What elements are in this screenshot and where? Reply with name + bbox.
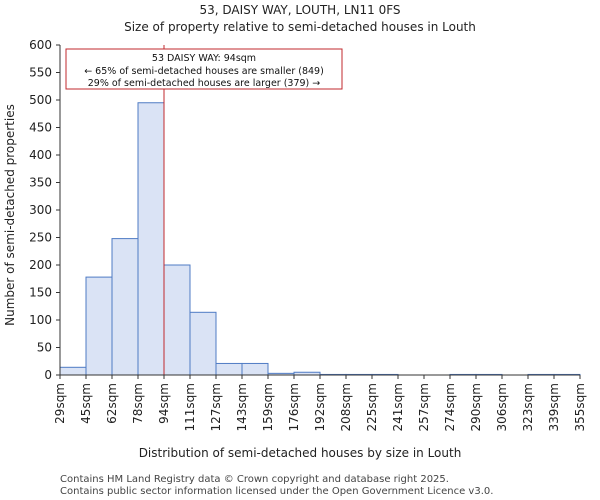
- x-tick-label: 257sqm: [417, 383, 431, 431]
- x-tick-label: 225sqm: [365, 383, 379, 431]
- x-tick-label: 127sqm: [209, 383, 223, 431]
- x-axis-label: Distribution of semi-detached houses by …: [139, 446, 462, 460]
- footer-line-2: Contains public sector information licen…: [60, 486, 493, 497]
- x-tick-label: 339sqm: [547, 383, 561, 431]
- y-tick-label: 450: [29, 121, 52, 135]
- y-tick-label: 50: [37, 341, 52, 355]
- chart-title: 53, DAISY WAY, LOUTH, LN11 0FS: [199, 3, 400, 17]
- x-tick-label: 94sqm: [157, 383, 171, 424]
- x-tick-label: 29sqm: [53, 383, 67, 424]
- y-tick-label: 400: [29, 148, 52, 162]
- bar-78sqm: [137, 102, 165, 376]
- bar-127sqm: [215, 362, 243, 376]
- x-tick-label: 78sqm: [131, 383, 145, 424]
- y-axis-ticks: 0 50 100 150 200 250 300 350 400 450 500 550 600: [29, 38, 60, 382]
- bar-45sqm: [85, 276, 113, 376]
- x-tick-label: 143sqm: [235, 383, 249, 431]
- x-tick-label: 111sqm: [183, 383, 197, 431]
- x-tick-label: 45sqm: [79, 383, 93, 424]
- x-tick-label: 62sqm: [105, 383, 119, 424]
- x-tick-label: 176sqm: [287, 383, 301, 431]
- bar-29sqm: [59, 366, 87, 376]
- x-tick-label: 159sqm: [261, 383, 275, 431]
- bars-group: [59, 102, 581, 376]
- annotation-line-2: ← 65% of semi-detached houses are smalle…: [84, 66, 324, 77]
- y-axis-label: Number of semi-detached properties: [3, 104, 17, 326]
- annotation-line-3: 29% of semi-detached houses are larger (…: [88, 78, 321, 89]
- annotation-box: [65, 48, 343, 90]
- x-tick-label: 323sqm: [521, 383, 535, 431]
- y-tick-label: 100: [29, 313, 52, 327]
- y-tick-label: 500: [29, 93, 52, 107]
- annotation-line-1: 53 DAISY WAY: 94sqm: [152, 53, 256, 64]
- x-tick-label: 241sqm: [391, 383, 405, 431]
- y-tick-label: 600: [29, 38, 52, 52]
- bar-143sqm: [241, 362, 269, 376]
- chart-subtitle: Size of property relative to semi-detach…: [124, 20, 476, 34]
- y-tick-label: 550: [29, 66, 52, 80]
- x-tick-label: 208sqm: [339, 383, 353, 431]
- x-tick-label: 355sqm: [573, 383, 587, 431]
- x-tick-label: 290sqm: [469, 383, 483, 431]
- y-tick-label: 250: [29, 231, 52, 245]
- x-axis-ticks: 29sqm 45sqm 62sqm 78sqm 94sqm 111sqm 127sqm 143…: [53, 375, 587, 431]
- y-tick-label: 150: [29, 286, 52, 300]
- x-tick-label: 274sqm: [443, 383, 457, 431]
- bar-111sqm: [189, 311, 217, 376]
- y-tick-label: 300: [29, 203, 52, 217]
- y-tick-label: 350: [29, 176, 52, 190]
- y-tick-label: 200: [29, 258, 52, 272]
- footer-line-1: Contains HM Land Registry data © Crown c…: [60, 474, 449, 485]
- bar-62sqm: [111, 238, 139, 376]
- bar-94sqm: [163, 264, 191, 376]
- y-tick-label: 0: [44, 368, 52, 382]
- x-tick-label: 192sqm: [313, 383, 327, 431]
- x-tick-label: 306sqm: [495, 383, 509, 431]
